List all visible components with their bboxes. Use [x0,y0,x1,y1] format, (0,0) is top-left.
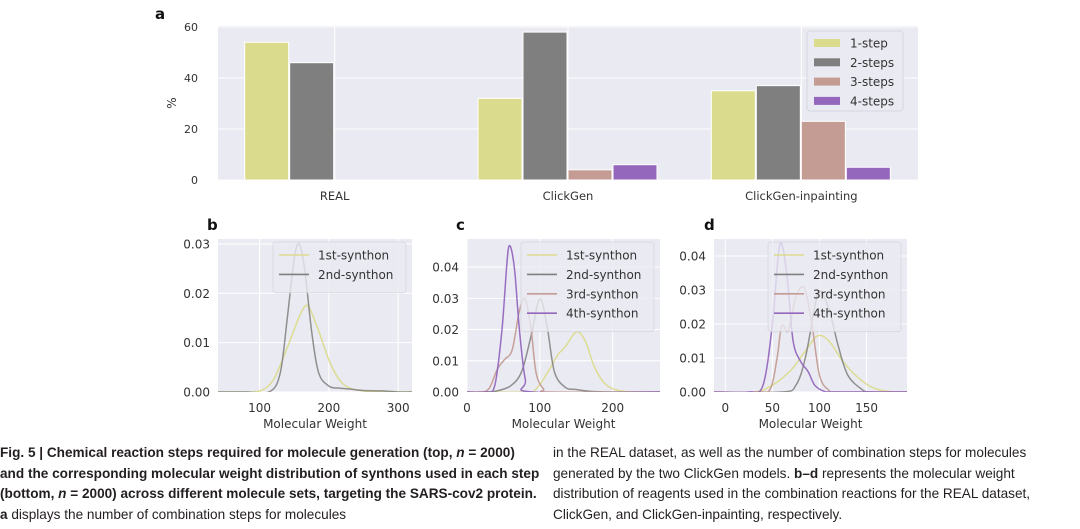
x-tick-label: 0 [463,401,471,415]
bar-1-step-ClickGen [477,97,523,181]
caption-regular-2: in the REAL dataset, as well as the numb… [553,445,1027,481]
legend-label: 1st-synthon [813,249,884,263]
x-tick-label: ClickGen-inpainting [745,189,857,203]
panel-b: b 0.00 0.01 0.02 0.03 100 200 300 Molecular Weig… [183,216,412,431]
y-axis-label: % [165,97,179,108]
legend-label: 1st-synthon [566,249,637,263]
x-tick-label: 200 [601,401,624,415]
caption-regular-3: represents the molecular weight distribu… [553,465,1031,522]
legend: 1st-synthon 2nd-synthon [272,241,407,294]
y-tick-label: 0.01 [432,354,459,368]
legend-swatch [814,96,840,105]
caption-left: Fig. 5 | Chemical reaction steps require… [0,443,540,525]
bar-2-steps-REAL [289,62,335,181]
y-tick-label: 0.00 [432,386,459,400]
panel-label-a: a [155,5,165,23]
caption-right: in the REAL dataset, as well as the numb… [553,443,1078,525]
legend-swatch [814,58,840,67]
y-tick-label: 0.03 [432,292,459,306]
series-line-3rd-synthon [467,297,660,392]
caption-bold-3: = 2000) across different molecule sets, … [66,486,537,501]
caption-n-1: n [456,445,465,460]
x-tick-label: 100 [808,401,831,415]
caption-bold-1: Fig. 5 | Chemical reaction steps require… [0,445,457,460]
bar-3-steps-ClickGen [567,169,613,181]
legend-label: 2nd-synthon [813,268,888,282]
x-axis-label: Molecular Weight [512,417,616,431]
legend-label: 3rd-synthon [813,287,886,301]
y-tick-label: 0.00 [679,386,706,400]
panel-c: c 0.00 0.01 0.02 0.03 0.04 0 100 200 Molecular We… [432,216,660,431]
y-tick-label: 40 [184,72,198,85]
legend-label: 2nd-synthon [318,268,393,282]
panel-label-c: c [456,216,465,234]
series-lines [467,244,660,392]
bar-1-step-ClickGen-inpainting [710,90,756,181]
panel-d: d 0.00 0.01 0.02 0.03 0.04 0 50 100 150 Molecular … [679,216,907,431]
bar-2-steps-ClickGen-inpainting [755,85,801,181]
x-tick-label: 100 [248,401,271,415]
legend-label: 1st-synthon [318,249,389,263]
series-line-4th-synthon [467,244,660,392]
y-tick-label: 0.02 [679,318,706,332]
x-tick-label: REAL [320,189,350,203]
x-tick-label: 100 [528,401,551,415]
x-tick-label: 150 [855,401,878,415]
legend: 1-step 2-steps 3-steps 4-steps [806,30,904,112]
x-tick-label: 0 [721,401,729,415]
bar-2-steps-ClickGen [522,31,568,181]
x-axis-label: Molecular Weight [263,417,367,431]
y-tick-label: 0.04 [432,261,459,275]
legend-label: 2-steps [850,56,894,70]
caption-regular-1: displays the number of combination steps… [7,506,347,522]
legend-label: 1-step [850,37,888,51]
legend-label: 4th-synthon [566,307,639,321]
panel-a: a 0 20 40 60 REAL ClickGen ClickGen-inpainting%… [155,5,918,203]
y-tick-label: 0.02 [183,287,210,301]
legend-box [520,241,655,333]
y-tick-label: 0.04 [679,250,706,264]
figure-canvas: a 0 20 40 60 REAL ClickGen ClickGen-inpainting%… [155,5,918,431]
legend-swatch [814,77,840,86]
bar-1-step-REAL [244,41,290,181]
caption-n-2: n [58,486,67,501]
legend-label: 2nd-synthon [566,268,641,282]
legend-label: 4-steps [850,94,894,108]
legend-label: 3rd-synthon [566,287,639,301]
y-tick-label: 0.02 [432,323,459,337]
panel-label-b: b [207,216,218,234]
x-axis-label: Molecular Weight [759,417,863,431]
y-tick-label: 0.03 [183,237,210,251]
series-line-2nd-synthon [218,242,412,392]
bar-3-steps-ClickGen-inpainting [800,120,846,181]
y-tick-label: 60 [184,21,198,34]
caption-bold-2: = 2000) and the corresponding molecular … [0,445,540,501]
y-tick-label: 0.01 [679,352,706,366]
legend: 1st-synthon 2nd-synthon 3rd-synthon 4th-syn… [767,241,902,333]
y-tick-label: 0.00 [183,386,210,400]
caption-bold-a: a [0,506,8,522]
x-tick-label: ClickGen [543,189,594,203]
x-tick-label: 200 [317,401,340,415]
x-tick-label: 50 [765,401,780,415]
legend-swatch [814,39,840,47]
legend-label: 4th-synthon [813,307,886,321]
legend-box [767,241,902,333]
bar-4-steps-ClickGen-inpainting [845,166,891,181]
y-tick-label: 0.01 [183,336,210,350]
legend: 1st-synthon 2nd-synthon 3rd-synthon 4th-syn… [520,241,655,333]
y-tick-label: 20 [184,123,198,136]
legend-label: 3-steps [850,75,894,89]
series-lines [218,242,412,392]
bar-4-steps-ClickGen [612,164,658,181]
panel-label-d: d [704,216,715,234]
y-tick-label: 0 [191,174,198,187]
x-tick-label: 300 [387,401,410,415]
legend-box [806,30,904,112]
caption-bold-bd: b–d [794,465,819,481]
y-tick-label: 0.03 [679,284,706,298]
